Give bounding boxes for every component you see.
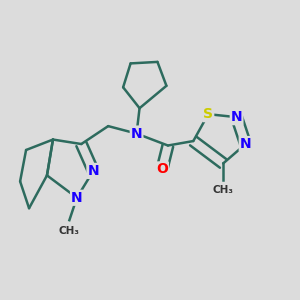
Text: CH₃: CH₃ (213, 185, 234, 195)
Text: N: N (240, 137, 251, 151)
Text: N: N (71, 191, 83, 205)
Text: S: S (203, 107, 213, 121)
Text: CH₃: CH₃ (59, 226, 80, 236)
Text: N: N (88, 164, 99, 178)
Text: O: O (156, 162, 168, 176)
Text: N: N (231, 110, 242, 124)
Text: N: N (131, 127, 142, 141)
